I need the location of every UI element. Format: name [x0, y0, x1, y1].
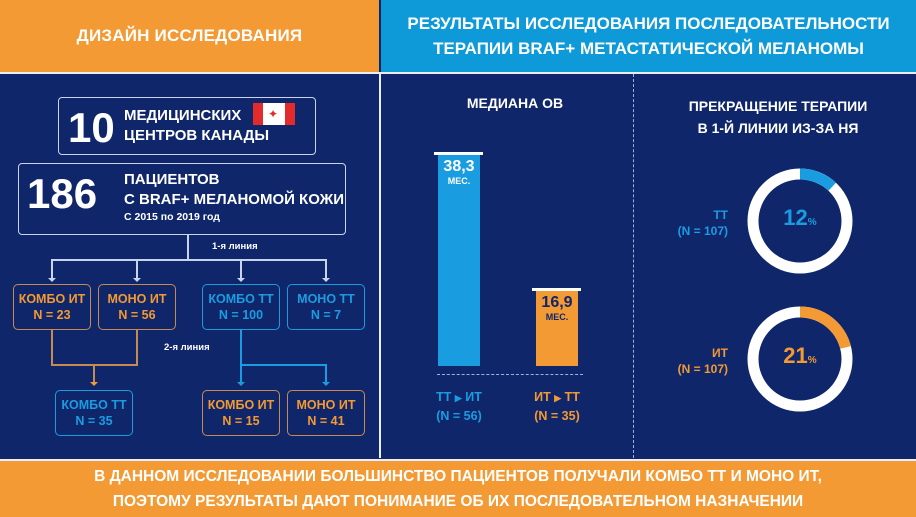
bar-label-it-tt: ИТ ▶ ТТ (N = 35): [534, 390, 580, 423]
second-line-mono-it: МОНО ИТ N = 41: [287, 390, 365, 436]
second-line-label: 2-я линия: [164, 342, 210, 353]
second-line-combo-tt: КОМБО ТТ N = 35: [55, 390, 133, 436]
patients-label-line2: С BRAF+ МЕЛАНОМОЙ КОЖИ: [124, 191, 345, 208]
play-arrow-icon: ▶: [554, 393, 562, 403]
study-design-title: ДИЗАЙН ИССЛЕДОВАНИЯ: [76, 26, 303, 45]
results-title-line1: РЕЗУЛЬТАТЫ ИССЛЕДОВАНИЯ ПОСЛЕДОВАТЕЛЬНОС…: [407, 14, 890, 33]
discontinuation-title: ПРЕКРАЩЕНИЕ ТЕРАПИИ В 1-Й ЛИНИИ ИЗ-ЗА НЯ: [688, 98, 868, 136]
patients-box: 186 ПАЦИЕНТОВ С BRAF+ МЕЛАНОМОЙ КОЖИ С 2…: [18, 163, 346, 235]
centers-label-line1: МЕДИЦИНСКИХ: [124, 107, 242, 124]
conclusion-line1: В ДАННОМ ИССЛЕДОВАНИИ БОЛЬШИНСТВО ПАЦИЕН…: [94, 468, 822, 485]
centers-box: 10 МЕДИЦИНСКИХ ЦЕНТРОВ КАНАДЫ ✦: [58, 97, 316, 155]
first-line-combo-it: КОМБО ИТ N = 23: [13, 284, 91, 330]
bar-cap: [532, 288, 581, 291]
donut-label-it: ИТ (N = 107): [677, 346, 728, 376]
centers-label-line2: ЦЕНТРОВ КАНАДЫ: [124, 127, 270, 144]
results-title-line2: ТЕРАПИИ BRAF+ МЕТАСТАТИЧЕСКОЙ МЕЛАНОМЫ: [433, 39, 864, 58]
bar-value: 16,9: [541, 294, 573, 311]
bar-unit: МЕС.: [545, 312, 569, 322]
patients-label-line1: ПАЦИЕНТОВ: [124, 171, 220, 188]
header-divider: [0, 72, 916, 74]
first-line-mono-it: МОНО ИТ N = 56: [98, 284, 176, 330]
donut-value-tt: 12%: [783, 205, 817, 230]
donut-chart-tt: [747, 168, 853, 274]
arrow-down-icon: [322, 382, 330, 386]
median-os-title: МЕДИАНА ОВ: [466, 95, 564, 111]
play-arrow-icon: ▶: [454, 393, 462, 403]
first-line-mono-tt: МОНО ТТ N = 7: [287, 284, 365, 330]
arrow-down-icon: [48, 278, 56, 282]
dotted-divider: [633, 74, 634, 458]
baseline: [437, 374, 583, 375]
canada-flag-icon: ✦: [253, 103, 295, 125]
connector: [51, 259, 327, 261]
arrow-down-icon: [237, 278, 245, 282]
first-line-combo-tt: КОМБО ТТ N = 100: [202, 284, 280, 330]
bar-unit: МЕС.: [447, 176, 471, 186]
patients-period: С 2015 по 2019 год: [124, 211, 220, 223]
arrow-down-icon: [133, 278, 141, 282]
arrow-down-icon: [322, 278, 330, 282]
bar-it-tt: 16,9 МЕС.: [536, 291, 578, 366]
first-line-label: 1-я линия: [212, 241, 258, 252]
bar-tt-it: 38,3 МЕС.: [438, 155, 480, 366]
centers-count: 10: [68, 104, 115, 151]
second-line-combo-it: КОМБО ИТ N = 15: [202, 390, 280, 436]
arrow-down-icon: [237, 382, 245, 386]
bar-value: 38,3: [443, 158, 475, 175]
bar-label-tt-it: ТТ ▶ ИТ (N = 56): [436, 390, 482, 423]
donut-label-tt: ТТ (N = 107): [677, 208, 728, 238]
patients-count: 186: [27, 170, 98, 217]
conclusion-line2: ПОЭТОМУ РЕЗУЛЬТАТЫ ДАЮТ ПОНИМАНИЕ ОБ ИХ …: [112, 493, 804, 510]
conclusion-banner: В ДАННОМ ИССЛЕДОВАНИИ БОЛЬШИНСТВО ПАЦИЕН…: [0, 459, 916, 517]
section-divider: [379, 72, 381, 458]
results-header: РЕЗУЛЬТАТЫ ИССЛЕДОВАНИЯ ПОСЛЕДОВАТЕЛЬНОС…: [381, 0, 916, 72]
donut-value-it: 21%: [783, 343, 817, 368]
bar-cap: [434, 152, 483, 155]
arrow-down-icon: [90, 382, 98, 386]
connector: [187, 235, 189, 261]
donut-chart-it: [747, 306, 853, 412]
study-design-header: ДИЗАЙН ИССЛЕДОВАНИЯ: [0, 0, 379, 72]
